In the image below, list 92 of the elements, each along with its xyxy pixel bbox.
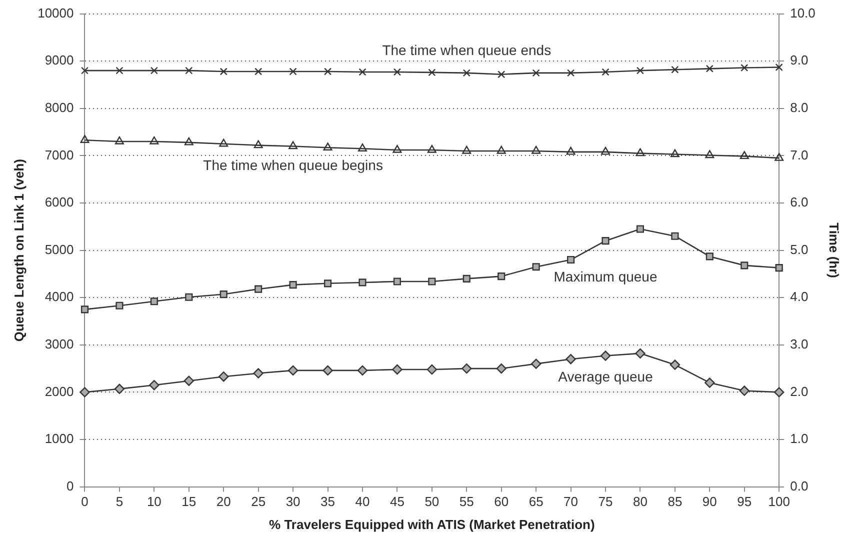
x-tick-label: 85: [668, 494, 682, 510]
y2-tick-label: 3.0: [790, 336, 808, 352]
x-tick-label: 10: [146, 494, 162, 510]
x-tick-label: 70: [564, 494, 578, 510]
point: [462, 363, 472, 374]
point: [462, 274, 470, 282]
y2-tick-label: 8.0: [790, 100, 808, 115]
y2-tick-label: 1.0: [790, 431, 808, 446]
x-tick-label: 40: [355, 494, 370, 510]
point: [740, 262, 748, 270]
point: [706, 252, 714, 260]
x-tick-label: 30: [286, 494, 300, 510]
y-tick-label: 3000: [44, 336, 74, 352]
x-tick-label: 100: [768, 494, 790, 510]
point: [636, 225, 644, 233]
point: [150, 298, 158, 306]
point: [80, 387, 90, 398]
series-label: Average queue: [558, 368, 654, 385]
x-tick-label: 75: [598, 494, 613, 510]
point: [532, 263, 540, 271]
x-tick-label: 45: [390, 494, 404, 510]
y-tick-label: 5000: [44, 242, 74, 257]
point: [358, 278, 366, 286]
y-tick-label: 6000: [44, 194, 74, 210]
x-tick-label: 15: [182, 494, 196, 510]
point: [704, 378, 715, 388]
y2-tick-label: 4.0: [790, 289, 808, 304]
y-tick-label: 1000: [44, 431, 74, 446]
point: [322, 365, 333, 376]
point: [600, 350, 611, 361]
point: [426, 364, 438, 375]
point: [149, 380, 160, 390]
point: [116, 302, 124, 310]
y-tick-label: 7000: [44, 147, 74, 162]
point: [635, 348, 646, 359]
y2-tick-label: 9.0: [790, 52, 808, 68]
y-tick-label: 8000: [44, 100, 74, 115]
point: [185, 293, 193, 301]
point: [602, 237, 610, 245]
x-tick-label: 25: [251, 494, 266, 510]
y-tick-label: 2000: [44, 384, 74, 399]
point: [289, 281, 297, 289]
point: [428, 278, 436, 286]
x-tick-label: 60: [494, 494, 509, 510]
x-tick-label: 35: [320, 494, 336, 510]
point: [80, 306, 89, 314]
point: [184, 376, 194, 386]
point: [114, 384, 125, 394]
x-tick-label: 20: [216, 494, 231, 510]
x-tick-label: 50: [424, 494, 440, 510]
y-tick-label: 10000: [38, 5, 74, 20]
point: [288, 365, 298, 376]
y-axis-title: Queue Length on Link 1 (veh): [11, 158, 26, 342]
x-axis-title: % Travelers Equipped with ATIS (Market Penetration): [269, 516, 595, 532]
x-tick-label: 55: [459, 494, 474, 510]
series-label: The time when queue ends: [382, 42, 552, 58]
point: [324, 280, 332, 288]
y2-tick-label: 7.0: [790, 147, 808, 162]
series-label: The time when queue begins: [203, 157, 383, 174]
y2-tick-label: 0.0: [790, 478, 808, 494]
point: [496, 363, 506, 374]
point: [567, 256, 575, 264]
x-tick-label: 80: [632, 494, 648, 510]
point: [774, 387, 784, 398]
series-label: Maximum queue: [554, 268, 658, 285]
point: [671, 232, 679, 240]
y2-axis-title: Time (hr): [826, 222, 842, 278]
point: [357, 365, 368, 376]
point: [253, 368, 264, 378]
point: [393, 278, 401, 286]
point: [739, 386, 750, 396]
y2-tick-label: 6.0: [790, 194, 808, 210]
x-tick-label: 90: [702, 494, 717, 510]
y-tick-label: 0: [66, 478, 74, 494]
point: [530, 358, 542, 369]
x-tick-label: 0: [81, 494, 88, 510]
y2-tick-label: 5.0: [790, 242, 808, 257]
point: [254, 285, 262, 293]
y2-tick-label: 2.0: [790, 384, 808, 399]
y-tick-label: 4000: [44, 289, 74, 304]
point: [775, 264, 783, 272]
y2-tick-label: 10.0: [790, 5, 816, 20]
point: [670, 360, 680, 370]
x-tick-label: 95: [737, 494, 752, 510]
point: [498, 272, 506, 280]
x-tick-label: 5: [116, 494, 124, 510]
y-tick-label: 9000: [44, 52, 74, 68]
point: [218, 371, 229, 382]
x-tick-label: 65: [528, 494, 544, 510]
point: [220, 290, 228, 298]
point: [392, 364, 402, 375]
point: [566, 354, 576, 364]
